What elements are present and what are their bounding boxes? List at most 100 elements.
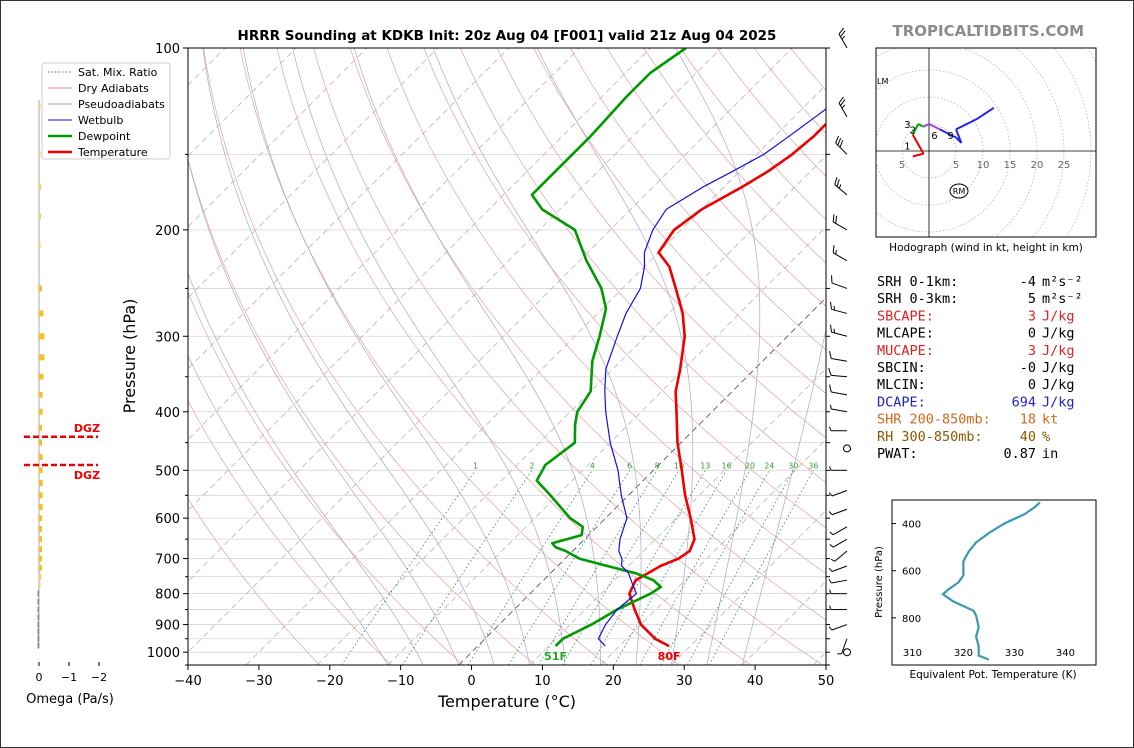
isotherm-line: [245, 84, 826, 665]
wind-barb: [828, 565, 848, 572]
wind-barb: [829, 589, 847, 595]
hodograph-ring-label: 10: [977, 160, 990, 171]
wind-barb: [829, 301, 848, 314]
x-tick-label: 0: [467, 674, 475, 689]
param-label: DCAPE:: [877, 394, 926, 410]
omega-bar: [39, 373, 44, 380]
isotherm-line: [600, 438, 826, 665]
wind-barb: [828, 490, 848, 497]
mixing-ratio-labels: 1 2 4 6 8 10 13 16 20 24 30 36: [473, 461, 818, 470]
mixing-ratio-label: 24: [764, 461, 774, 470]
pseudoadiabat-line: [188, 354, 389, 665]
skewt-axes: −40 −30 −20 −10 0 10 20 30 40 50 100 200 300 400 500 60…: [147, 42, 834, 689]
y-axis-label: Pressure (hPa): [120, 299, 139, 414]
mixing-ratio-line: [402, 470, 533, 665]
mixing-ratio-label: 2: [529, 461, 534, 470]
hodograph-segment: [917, 123, 925, 128]
omega-bar: [39, 354, 45, 361]
omega-bar: [37, 635, 39, 642]
omega-bar: [37, 606, 39, 613]
wind-barb: [838, 96, 848, 118]
wind-barb: [830, 550, 848, 562]
omega-bar: [37, 590, 39, 597]
wind-barbs: [828, 27, 851, 657]
hodograph-segment: [928, 123, 941, 131]
omega-bar: [39, 546, 42, 553]
y-tick-label: 900: [155, 619, 180, 634]
x-tick-label: 10: [534, 674, 551, 689]
omega-bar: [39, 555, 42, 562]
dry-adiabat-line: [188, 400, 392, 665]
param-value: -0: [1020, 360, 1036, 376]
param-unit: m²s⁻²: [1042, 291, 1083, 307]
isotherm-line: [316, 155, 826, 665]
omega-bar: [37, 614, 39, 621]
x-axis-label: Temperature (°C): [437, 692, 576, 711]
hodograph-ring-label: 15: [1004, 160, 1017, 171]
mixing-ratio-line: [341, 470, 476, 665]
dgz-label: DGZ: [74, 422, 100, 435]
hodograph-ring-label: 5: [899, 160, 905, 171]
lm-label: LM: [877, 77, 888, 86]
surface-temperature-label: 80F: [658, 650, 681, 663]
dry-adiabat-line: [386, 48, 826, 574]
hodograph-ring-label: 25: [1058, 160, 1071, 171]
mixing-ratio-line: [561, 470, 680, 665]
param-label: SBCIN:: [877, 360, 926, 376]
param-value: 0: [1028, 377, 1036, 393]
dry-adiabat-line: [188, 498, 320, 665]
param-label: RH 300-850mb:: [877, 429, 983, 445]
omega-bar: [37, 621, 39, 628]
wind-barb: [828, 624, 848, 631]
x-tick-label: 40: [747, 674, 764, 689]
param-unit: m²s⁻²: [1042, 274, 1083, 290]
mixing-ratio-line: [467, 470, 593, 665]
dry-adiabat-line: [313, 48, 823, 665]
wind-barb: [832, 214, 848, 231]
param-value: 3: [1028, 343, 1036, 359]
omega-bar: [39, 103, 41, 110]
wind-barb: [829, 324, 848, 337]
param-unit: J/kg: [1042, 394, 1075, 410]
isotherm-line: [387, 226, 826, 665]
dry-adiabat-line: [496, 48, 826, 439]
y-tick-label: 400: [155, 406, 180, 421]
omega-bar: [39, 408, 43, 415]
skewt-axes-frame: [187, 47, 827, 666]
hodograph-height-label: 1: [904, 142, 910, 153]
dry-adiabat-line: [606, 48, 826, 307]
wind-barb: [834, 177, 848, 196]
hodograph-height-label: 9: [947, 131, 953, 142]
param-unit: J/kg: [1042, 343, 1075, 359]
wind-barb: [829, 538, 848, 548]
x-tick-label: 50: [818, 674, 835, 689]
wind-barb: [829, 350, 848, 362]
mixing-ratio-label: 13: [700, 461, 710, 470]
wind-barb: [829, 526, 848, 536]
x-tick-label: 20: [605, 674, 622, 689]
omega-bar: [39, 573, 42, 580]
dry-adiabat-line: [349, 48, 826, 621]
x-tick-label: −20: [316, 674, 343, 689]
omega-bar: [39, 285, 42, 292]
hodograph-segment: [955, 129, 963, 144]
pseudoadiabat-line: [242, 48, 530, 665]
wind-barb: [837, 638, 848, 655]
omega-bar: [39, 504, 43, 510]
omega-bar: [39, 333, 45, 340]
mixing-ratio-label: 6: [627, 461, 632, 470]
omega-tick-label: −2: [91, 671, 107, 684]
theta-e-x-label: Equivalent Pot. Temperature (K): [909, 669, 1076, 681]
wind-barb: [832, 245, 848, 262]
wind-barb: [829, 426, 847, 432]
theta-e-x-tick: 330: [1005, 648, 1024, 659]
pseudoadiabat-line: [536, 48, 694, 665]
legend: Sat. Mix. Ratio Dry Adiabats Pseudoadiabat…: [41, 62, 171, 160]
hodograph-segment: [911, 123, 920, 136]
hodograph-frame: [875, 47, 1097, 238]
mixing-ratio-line: [590, 470, 706, 665]
param-value: 0.87: [1003, 446, 1036, 462]
y-tick-label: 700: [155, 553, 180, 568]
x-tick-label: −30: [245, 674, 272, 689]
wind-barb: [829, 605, 847, 611]
